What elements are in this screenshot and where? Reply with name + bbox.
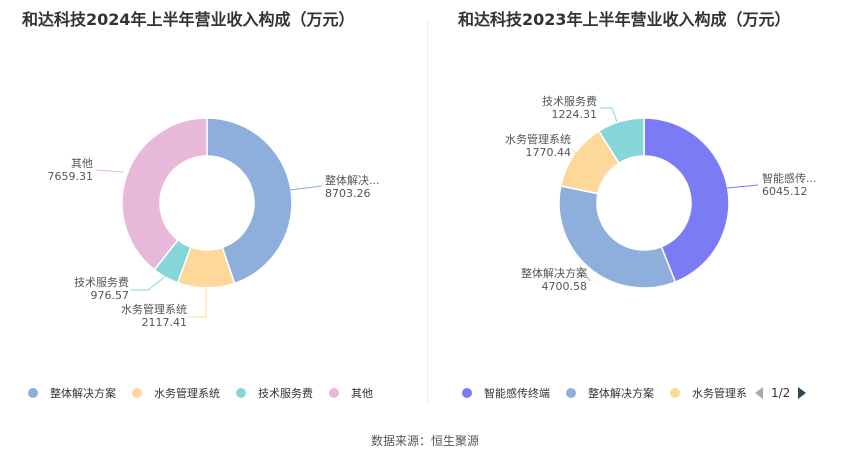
- legend-dot: [132, 388, 142, 398]
- legend-dot: [566, 388, 576, 398]
- legend-item[interactable]: 水务管理系: [670, 385, 747, 401]
- chart-title-left: 和达科技2024年上半年营业收入构成（万元）: [22, 10, 355, 29]
- slice-label: 智能感传... 6045.12: [762, 172, 817, 198]
- legend-item[interactable]: 技术服务费: [236, 385, 313, 401]
- leader-line: [188, 288, 207, 318]
- leader-line: [579, 265, 591, 282]
- legend-page: 1/2: [771, 386, 791, 400]
- legend-dot: [329, 388, 339, 398]
- leader-line: [600, 107, 618, 123]
- pie-slice[interactable]: [121, 117, 208, 271]
- legend-item[interactable]: 其他: [329, 385, 373, 401]
- slice-label: 技术服务费 1224.31: [542, 95, 597, 121]
- legend-dot: [28, 388, 38, 398]
- leader-line: [289, 185, 323, 191]
- pie-slice[interactable]: [643, 117, 730, 283]
- legend-left: 整体解决方案 水务管理系统 技术服务费 其他: [28, 385, 389, 401]
- leader-line: [726, 184, 759, 189]
- legend-pager: 1/2: [755, 386, 807, 400]
- legend-right: 智能感传终端 整体解决方案 水务管理系 1/2: [462, 385, 807, 401]
- legend-dot: [670, 388, 680, 398]
- leader-line: [130, 275, 167, 291]
- slice-label: 其他 7659.31: [47, 157, 94, 183]
- legend-item[interactable]: 智能感传终端: [462, 385, 550, 401]
- data-source: 数据来源：恒生聚源: [370, 434, 479, 448]
- slice-label: 整体解决方案 4700.58: [521, 267, 587, 293]
- slice-label: 整体解决... 8703.26: [325, 174, 380, 200]
- next-page-icon[interactable]: [798, 387, 807, 399]
- slice-label: 技术服务费 976.57: [74, 276, 129, 302]
- legend-dot: [462, 388, 472, 398]
- pie-slice[interactable]: [597, 117, 645, 165]
- chart-title-right: 和达科技2023年上半年营业收入构成（万元）: [458, 10, 791, 29]
- slice-label: 水务管理系统 1770.44: [505, 133, 571, 159]
- leader-line: [571, 148, 587, 167]
- slice-label: 水务管理系统 2117.41: [121, 303, 187, 329]
- legend-item[interactable]: 整体解决方案: [28, 385, 116, 401]
- legend-dot: [236, 388, 246, 398]
- leader-line: [95, 169, 124, 173]
- pie-slice[interactable]: [206, 117, 293, 285]
- pie-slice[interactable]: [558, 185, 677, 289]
- legend-item[interactable]: 整体解决方案: [566, 385, 654, 401]
- prev-page-icon[interactable]: [755, 387, 763, 399]
- legend-item[interactable]: 水务管理系统: [132, 385, 220, 401]
- divider: [427, 20, 428, 405]
